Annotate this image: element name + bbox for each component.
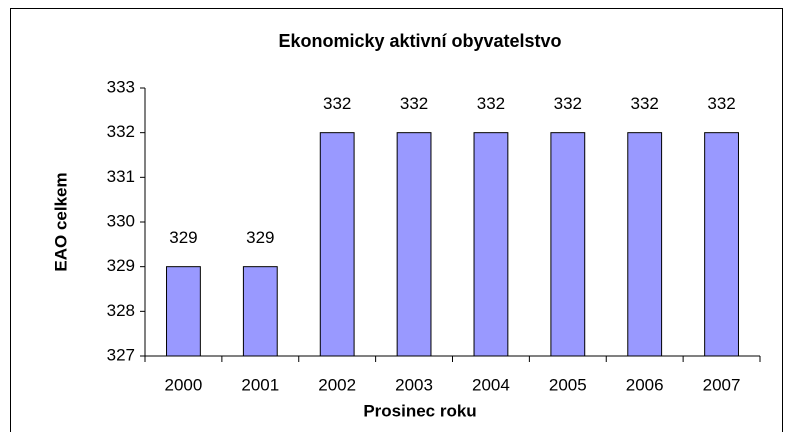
x-tick-label: 2007 <box>703 375 741 394</box>
bar <box>627 132 663 357</box>
chart-title: Ekonomicky aktivní obyvatelstvo <box>278 31 561 51</box>
x-tick-label: 2006 <box>626 375 664 394</box>
bar <box>242 266 278 357</box>
y-tick-label: 331 <box>107 167 135 186</box>
bar <box>319 132 355 357</box>
x-tick-label: 2005 <box>549 375 587 394</box>
data-label: 332 <box>400 94 428 113</box>
x-tick-label: 2002 <box>318 375 356 394</box>
x-tick-label: 2000 <box>165 375 203 394</box>
y-tick-label: 333 <box>107 77 135 96</box>
data-label: 329 <box>246 228 274 247</box>
x-tick-label: 2001 <box>241 375 279 394</box>
y-axis-title: EAO celkem <box>51 172 70 271</box>
bar <box>396 132 432 357</box>
bar <box>550 132 586 357</box>
y-tick-label: 329 <box>107 256 135 275</box>
x-axis-title: Prosinec roku <box>363 401 476 420</box>
bar <box>704 132 739 357</box>
y-tick-label: 330 <box>107 211 135 230</box>
data-label: 329 <box>169 228 197 247</box>
y-tick-label: 332 <box>107 122 135 141</box>
data-label: 332 <box>707 94 735 113</box>
bar <box>473 132 509 357</box>
data-label: 332 <box>323 94 351 113</box>
x-tick-label: 2003 <box>395 375 433 394</box>
x-tick-label: 2004 <box>472 375 510 394</box>
y-tick-label: 327 <box>107 345 135 364</box>
data-label: 332 <box>631 94 659 113</box>
data-label: 332 <box>554 94 582 113</box>
bar <box>166 266 201 357</box>
y-tick-label: 328 <box>107 301 135 320</box>
data-label: 332 <box>477 94 505 113</box>
